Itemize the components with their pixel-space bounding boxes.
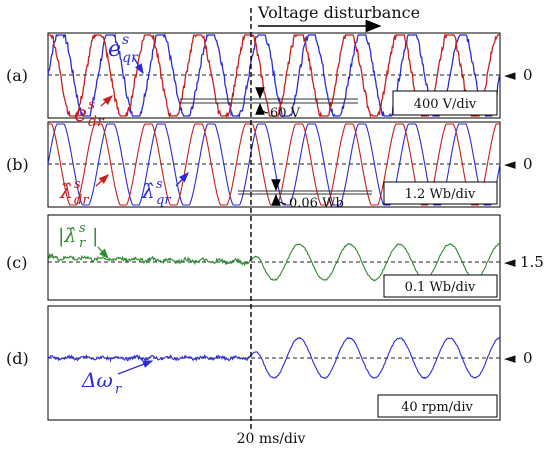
label-lambda-mag: |λ̂ s r |	[58, 221, 98, 251]
trace-panel-d-series-0	[47, 336, 501, 380]
panel-b-zero-value: 0	[523, 155, 533, 173]
label-e-qr: e s qr	[108, 32, 139, 66]
svg-text:s: s	[74, 177, 81, 192]
svg-text:s: s	[122, 32, 129, 48]
svg-text:|: |	[92, 225, 98, 247]
label-e-dr-arrow	[100, 95, 113, 107]
svg-text:e: e	[108, 37, 121, 62]
panel-c-scale: 0.1 Wb/div	[405, 280, 476, 295]
trace-panel-b-series-0	[47, 123, 501, 206]
label-lambda-dr-arrow	[95, 174, 109, 187]
panel-a-scale: 400 V/div	[414, 97, 477, 112]
time-scale: 20 ms/div	[237, 431, 306, 447]
svg-text:s: s	[79, 221, 86, 236]
trace-panel-a-series-0	[47, 33, 501, 118]
panel-a-leader	[259, 108, 269, 114]
svg-text:r: r	[115, 382, 122, 397]
svg-text:dr: dr	[88, 114, 105, 130]
svg-text:qr: qr	[122, 50, 139, 66]
svg-text:λ̂: λ̂	[141, 179, 155, 203]
panel-b-scale: 1.2 Wb/div	[405, 187, 476, 202]
panel-a-zero-value: 0	[523, 66, 533, 84]
panel-d-zero-arrow: ◄	[504, 349, 516, 367]
panel-b-leader	[275, 199, 287, 205]
panel-d-scale: 40 rpm/div	[401, 400, 473, 415]
panel-b-zero-arrow: ◄	[504, 155, 516, 173]
panel-c-scale-box	[383, 274, 498, 298]
svg-text:e: e	[74, 102, 87, 127]
trace-panel-a-series-1	[48, 32, 500, 119]
panel-c-zero-value: 1.5	[520, 253, 544, 271]
label-e-qr-arrow	[133, 57, 144, 75]
panel-a-scale-box	[392, 90, 498, 116]
svg-text:λ̂: λ̂	[59, 179, 73, 203]
label-lambda-qr: λ̂ s qr	[141, 177, 171, 208]
panel-d-frame	[47, 305, 501, 421]
panel-a-letter: (a)	[6, 66, 28, 85]
panel-b-letter: (b)	[6, 155, 29, 174]
svg-text:s: s	[88, 97, 95, 113]
panel-d-letter: (d)	[6, 349, 29, 368]
panel-b-annotation: 0.06 Wb	[289, 196, 344, 211]
panel-c-letter: (c)	[6, 253, 27, 272]
svg-text:dr: dr	[74, 193, 89, 208]
disturbance-label: Voltage disturbance	[257, 3, 420, 22]
panel-a-annotation: 60 V	[270, 106, 301, 121]
svg-text:Δω: Δω	[81, 368, 113, 392]
svg-text:r: r	[79, 236, 86, 251]
panel-d-scale-box	[377, 394, 498, 418]
label-lambda-mag-arrow	[97, 246, 109, 259]
label-lambda-dr: λ̂ s dr	[59, 177, 89, 208]
panel-a-zero-arrow: ◄	[504, 66, 516, 84]
panel-d-zero-value: 0	[523, 349, 533, 367]
svg-text:s: s	[156, 177, 163, 192]
label-e-dr: e s dr	[74, 97, 105, 130]
label-delta-omega-arrow	[117, 360, 154, 375]
svg-text:qr: qr	[156, 193, 171, 208]
panel-c-zero-arrow: ◄	[504, 253, 516, 271]
label-delta-omega: Δω r	[81, 368, 122, 397]
panel-c-frame	[47, 214, 501, 301]
label-lambda-qr-arrow	[175, 172, 189, 187]
panel-b-scale-box	[383, 181, 498, 205]
svg-text:|λ̂: |λ̂	[58, 225, 76, 247]
